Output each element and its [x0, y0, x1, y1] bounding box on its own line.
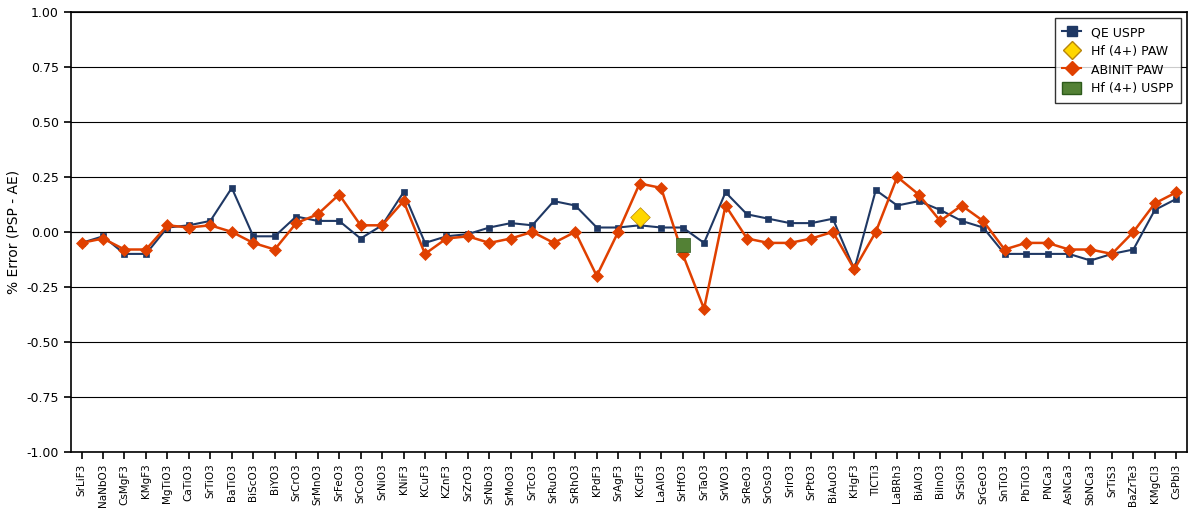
Point — [630, 212, 650, 221]
Y-axis label: % Error (PSP - AE): % Error (PSP - AE) — [7, 170, 21, 294]
Point — [673, 241, 693, 249]
Legend: QE USPP, Hf (4+) PAW, ABINIT PAW, Hf (4+) USPP: QE USPP, Hf (4+) PAW, ABINIT PAW, Hf (4+… — [1054, 18, 1181, 103]
